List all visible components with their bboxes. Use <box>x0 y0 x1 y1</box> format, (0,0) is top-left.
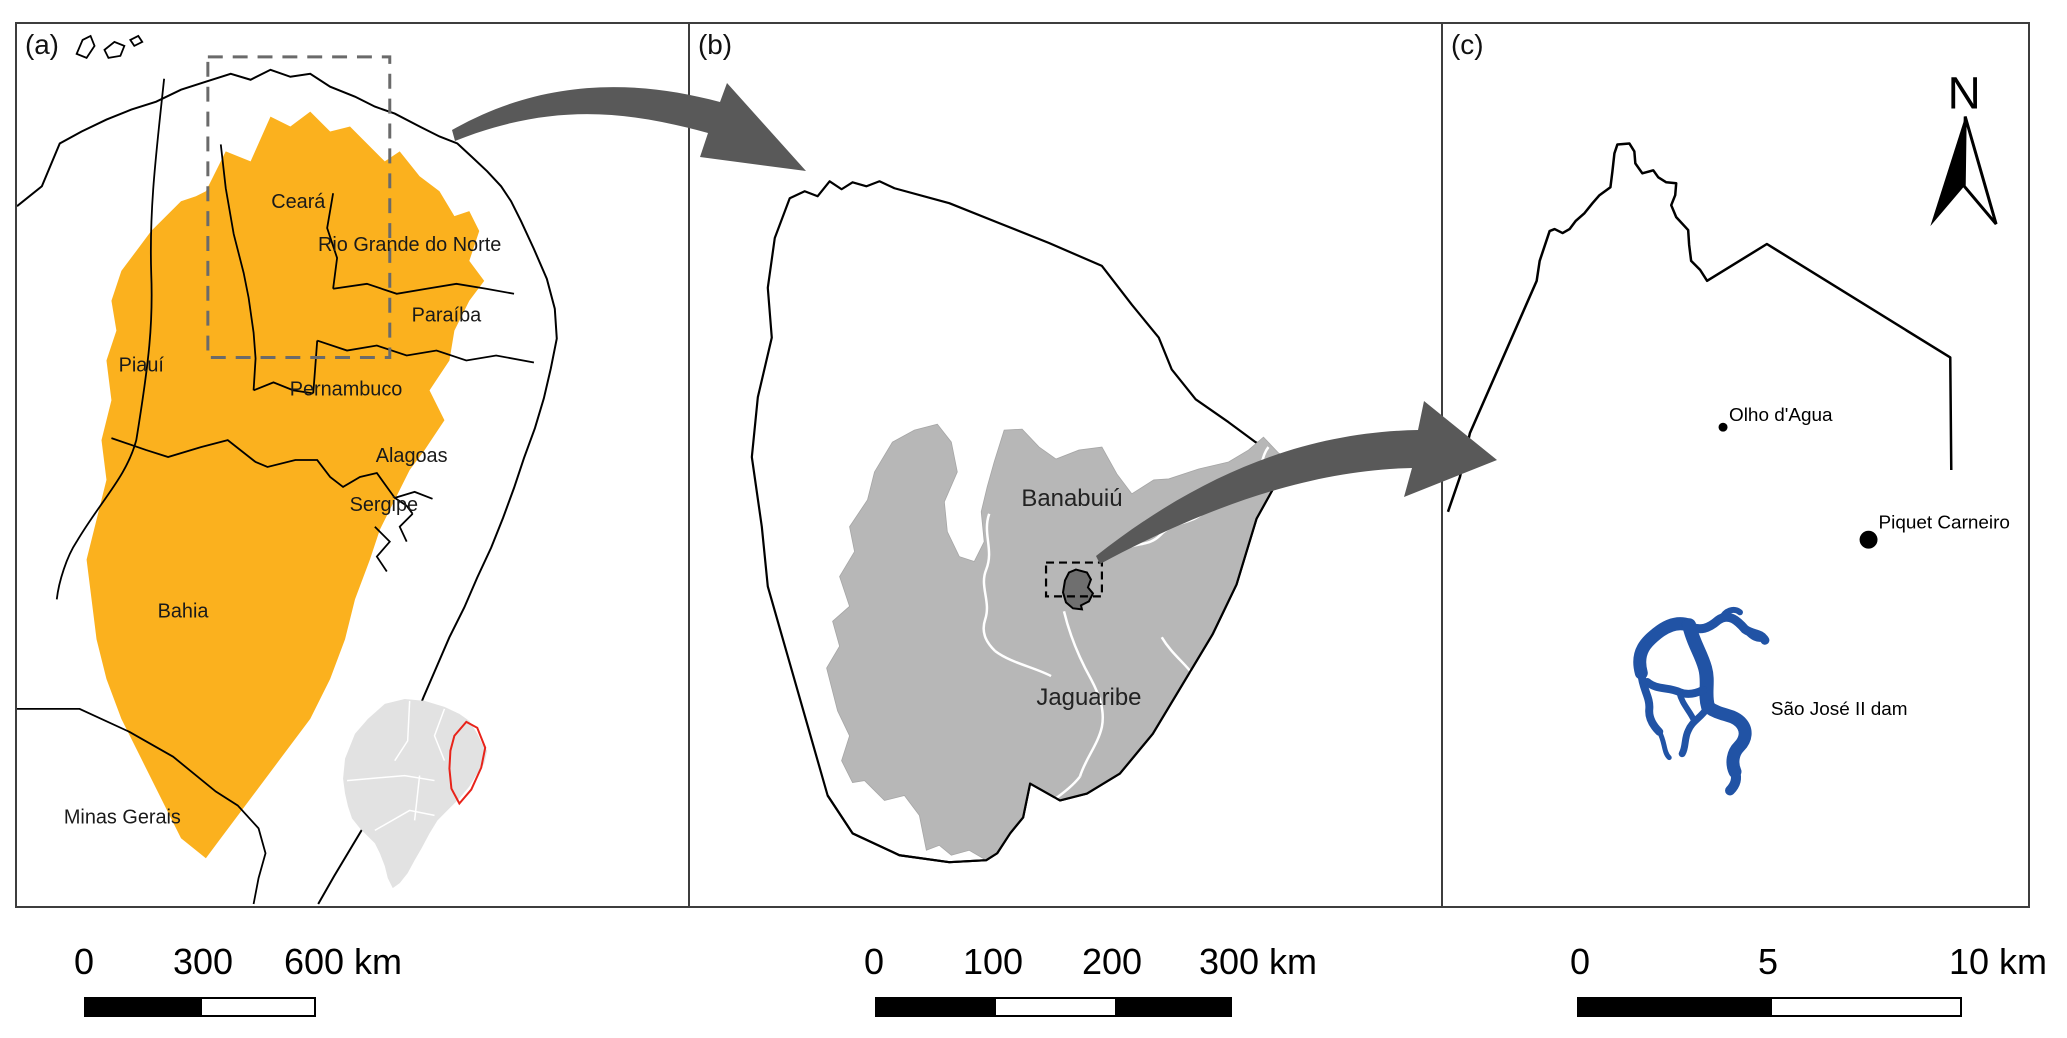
ceara-state-border-overlay <box>826 454 1284 864</box>
basin-label-banabuiu: Banabuiú <box>1021 485 1122 512</box>
semi-arid-region-shape <box>86 111 485 859</box>
brazil-inset-map <box>343 698 488 889</box>
panel-letter-c: (c) <box>1451 29 1484 60</box>
scalebar-c-label-0: 0 <box>1569 941 1591 982</box>
scalebar-a <box>84 997 316 1017</box>
state-borders <box>17 78 535 905</box>
brazil-inset-shape <box>343 698 488 889</box>
scalebar-b-segment-black-2 <box>1115 999 1230 1015</box>
scalebar-b-segment-white <box>996 999 1115 1015</box>
north-label: N <box>1948 68 1981 119</box>
state-label-ceara: Ceará <box>271 191 326 213</box>
state-label-alagoas: Alagoas <box>376 445 448 467</box>
state-label-sergipe: Sergipe <box>350 494 418 516</box>
north-arrow-icon <box>1930 116 1998 227</box>
state-label-minas-gerais: Minas Gerais <box>64 806 181 828</box>
scalebar-b-label-200: 200 <box>1081 941 1143 982</box>
panel-a-map-svg: Ceará Rio Grande do Norte Paraíba Piauí … <box>17 29 558 905</box>
scalebar-a-label-600: 600 km <box>283 941 403 982</box>
panel-c-municipality-map: Olho d'Agua Piquet Carneiro São José II … <box>1441 22 2030 908</box>
scalebar-c-segment-white <box>1772 999 1960 1015</box>
coastal-islands <box>75 34 144 59</box>
scalebar-c-label-10: 10 km <box>1948 941 2048 982</box>
panel-a-northeast-brazil-map: Ceará Rio Grande do Norte Paraíba Piauí … <box>15 22 690 908</box>
state-label-rio-grande-do-norte: Rio Grande do Norte <box>318 234 501 256</box>
panel-c-map-svg: Olho d'Agua Piquet Carneiro São José II … <box>1446 29 2010 796</box>
scalebar-b-segment-black-1 <box>877 999 996 1015</box>
place-label-olho-dagua: Olho d'Agua <box>1729 405 1833 426</box>
scalebar-a-label-300: 300 <box>172 941 234 982</box>
scalebar-b-label-100: 100 <box>962 941 1024 982</box>
coastline-outline <box>17 68 558 905</box>
municipality-boundary-line <box>1446 142 1953 513</box>
piquet-carneiro-dot <box>1859 530 1878 549</box>
olho-dagua-dot <box>1718 422 1728 432</box>
scalebar-c-segment-black <box>1579 999 1772 1015</box>
scalebar-b-label-300: 300 km <box>1198 941 1318 982</box>
place-label-piquet-carneiro: Piquet Carneiro <box>1879 513 2010 534</box>
state-label-piaui: Piauí <box>119 354 165 376</box>
study-area-dashed-box <box>206 55 392 359</box>
scalebar-b-label-0: 0 <box>863 941 885 982</box>
scalebar-b <box>875 997 1232 1017</box>
panel-letter-a: (a) <box>25 29 59 60</box>
municipality-shape-small <box>1061 568 1095 611</box>
scalebar-c <box>1577 997 1962 1017</box>
state-label-bahia: Bahia <box>158 600 210 622</box>
state-label-paraiba: Paraíba <box>412 305 483 327</box>
basin-label-jaguaribe: Jaguaribe <box>1036 684 1141 711</box>
scalebar-a-segment-white <box>202 999 314 1015</box>
state-label-pernambuco: Pernambuco <box>290 378 403 400</box>
brazil-inset-state-lines <box>346 700 446 831</box>
scalebar-c-label-5: 5 <box>1757 941 1779 982</box>
scalebar-a-label-0: 0 <box>73 941 95 982</box>
scalebar-a-segment-black <box>86 999 202 1015</box>
brazil-inset-northeast-outline <box>448 720 487 806</box>
municipality-dashed-box <box>1044 561 1104 598</box>
panel-letter-b: (b) <box>698 29 732 60</box>
place-label-dam: São José II dam <box>1771 699 1908 720</box>
panel-b-ceara-basins-map: Banabuiú Jaguaribe (b) <box>688 22 1443 908</box>
dam-water-body <box>1633 607 1770 796</box>
panel-b-map-svg: Banabuiú Jaguaribe (b) <box>698 29 1284 864</box>
